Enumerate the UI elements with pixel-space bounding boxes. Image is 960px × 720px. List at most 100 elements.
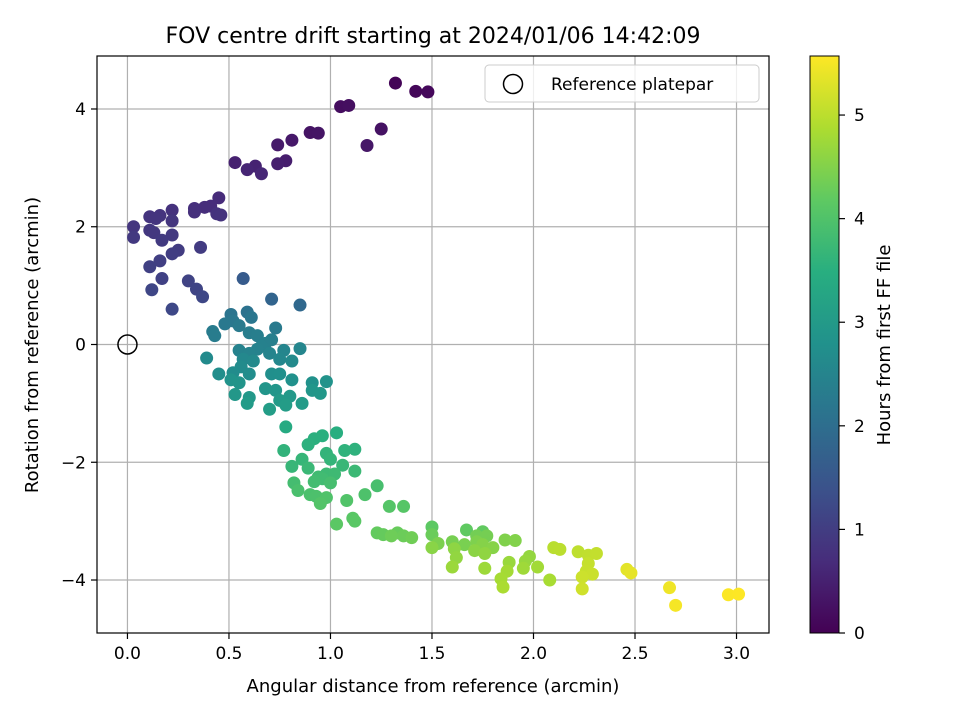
legend-label: Reference platepar bbox=[551, 75, 713, 95]
data-points bbox=[127, 76, 746, 612]
data-point bbox=[323, 476, 337, 490]
x-tick-label: 2.5 bbox=[621, 644, 648, 664]
data-point bbox=[478, 547, 492, 561]
colorbar-tick-label: 3 bbox=[854, 313, 865, 333]
data-point bbox=[445, 560, 459, 574]
data-point bbox=[165, 228, 179, 242]
data-point bbox=[277, 443, 291, 457]
data-point bbox=[165, 302, 179, 316]
data-point bbox=[269, 321, 283, 335]
data-point bbox=[293, 342, 307, 356]
data-point bbox=[301, 438, 315, 452]
data-point bbox=[149, 212, 163, 226]
colorbar-tick-label: 4 bbox=[854, 210, 865, 230]
data-point bbox=[348, 464, 362, 478]
data-point bbox=[228, 156, 242, 170]
data-point bbox=[212, 367, 226, 381]
data-point bbox=[342, 98, 356, 112]
data-point bbox=[330, 517, 344, 531]
data-point bbox=[358, 488, 372, 502]
x-tick-label: 1.5 bbox=[418, 644, 445, 664]
data-point bbox=[575, 570, 589, 584]
data-point bbox=[165, 214, 179, 228]
data-point bbox=[338, 443, 352, 457]
data-point bbox=[663, 581, 677, 595]
y-tick-label: −4 bbox=[61, 571, 86, 591]
data-point bbox=[732, 587, 746, 601]
data-point bbox=[259, 382, 273, 396]
data-point bbox=[409, 84, 423, 98]
data-point bbox=[370, 479, 384, 493]
data-point bbox=[508, 534, 522, 548]
data-point bbox=[405, 531, 419, 545]
data-point bbox=[143, 260, 157, 274]
data-point bbox=[478, 561, 492, 575]
data-point bbox=[295, 396, 309, 410]
colorbar-label: Hours from first FF file bbox=[874, 245, 895, 446]
data-point bbox=[196, 290, 210, 304]
data-point bbox=[273, 367, 287, 381]
data-point bbox=[397, 499, 411, 513]
data-point bbox=[279, 398, 293, 412]
data-point bbox=[232, 376, 246, 390]
data-point bbox=[263, 402, 277, 416]
data-point bbox=[269, 383, 283, 397]
data-point bbox=[244, 310, 258, 324]
legend-box bbox=[484, 64, 760, 103]
x-axis-ticks: 0.0 0.5 1.0 1.5 2.0 2.5 3.0 bbox=[114, 633, 750, 664]
data-point bbox=[382, 499, 396, 513]
data-point bbox=[388, 76, 402, 90]
x-tick-label: 0.0 bbox=[114, 644, 141, 664]
data-point bbox=[240, 163, 254, 177]
data-point bbox=[250, 329, 264, 343]
data-point bbox=[589, 547, 603, 561]
data-point bbox=[240, 396, 254, 410]
x-tick-label: 0.5 bbox=[215, 644, 242, 664]
x-axis-label: Angular distance from reference (arcmin) bbox=[247, 676, 620, 697]
data-point bbox=[291, 484, 305, 498]
data-point bbox=[228, 388, 242, 402]
data-point bbox=[285, 373, 299, 387]
x-tick-label: 1.0 bbox=[317, 644, 344, 664]
data-point bbox=[127, 220, 141, 234]
data-point bbox=[330, 426, 344, 440]
data-point bbox=[271, 138, 285, 152]
data-point bbox=[208, 329, 222, 343]
data-point bbox=[155, 272, 169, 286]
colorbar-tick-label: 2 bbox=[854, 417, 865, 437]
data-point bbox=[301, 461, 315, 475]
data-point bbox=[624, 566, 638, 580]
colorbar-ticks: 0 1 2 3 4 5 bbox=[839, 106, 865, 644]
y-axis-ticks: −4 −2 0 2 4 bbox=[61, 100, 97, 591]
data-point bbox=[165, 203, 179, 217]
data-point bbox=[285, 459, 299, 473]
data-point bbox=[313, 386, 327, 400]
y-axis-label: Rotation from reference (arcmin) bbox=[22, 197, 43, 493]
data-point bbox=[384, 529, 398, 543]
data-point bbox=[293, 298, 307, 312]
x-tick-label: 2.0 bbox=[520, 644, 547, 664]
data-point bbox=[155, 233, 169, 247]
data-point bbox=[348, 442, 362, 456]
data-point bbox=[571, 545, 585, 559]
data-point bbox=[127, 230, 141, 244]
data-point bbox=[496, 580, 510, 594]
data-point bbox=[669, 598, 683, 612]
data-point bbox=[246, 354, 260, 368]
grid-lines bbox=[97, 56, 769, 633]
colorbar-tick-label: 1 bbox=[854, 520, 865, 540]
data-point bbox=[214, 208, 228, 222]
data-point bbox=[516, 561, 530, 575]
data-point bbox=[531, 560, 545, 574]
x-tick-label: 3.0 bbox=[723, 644, 750, 664]
data-point bbox=[181, 274, 195, 288]
data-point bbox=[553, 542, 567, 556]
colorbar-tick-label: 5 bbox=[854, 106, 865, 126]
data-point bbox=[165, 247, 179, 261]
data-point bbox=[263, 346, 277, 360]
data-point bbox=[285, 133, 299, 147]
data-point bbox=[421, 85, 435, 99]
data-point bbox=[307, 475, 321, 489]
data-point bbox=[218, 317, 232, 331]
